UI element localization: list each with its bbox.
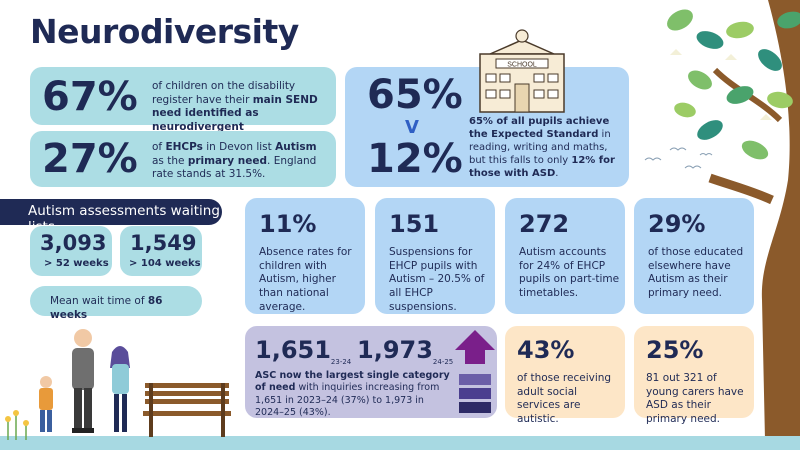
elsewhere-card: 29% of those educated elsewhere have Aut… — [634, 198, 754, 314]
expected-asd-value: 12% — [367, 136, 463, 182]
expected-text: 65% of all pupils achieve the Expected S… — [469, 116, 615, 179]
ehcp-stat-value: 27% — [42, 136, 138, 182]
expected-all-value: 65% — [367, 72, 463, 118]
send-stat-value: 67% — [42, 74, 138, 120]
adult-services-card: 43% of those receiving adult social serv… — [505, 326, 625, 425]
waiting-104-label: > 104 weeks — [129, 258, 201, 269]
mean-wait-text: Mean wait time of 86 weeks — [50, 295, 163, 321]
flowers-illustration — [5, 410, 29, 440]
young-carers-card: 25% 81 out 321 of young carers have ASD … — [634, 326, 754, 425]
elsewhere-value: 29% — [648, 210, 706, 238]
send-stat-card: 67% of children on the disability regist… — [30, 67, 336, 133]
increase-arrow-icon — [455, 330, 495, 413]
absence-value: 11% — [259, 210, 317, 238]
absence-text: Absence rates for children with Autism, … — [259, 246, 352, 313]
waiting-52-label: > 52 weeks — [44, 258, 109, 269]
page-title: Neurodiversity — [30, 12, 299, 51]
send-stat-text: of children on the disability register h… — [152, 80, 318, 133]
waiting-104-card: 1,549 > 104 weeks — [120, 226, 202, 276]
suspensions-value: 151 — [389, 210, 440, 238]
part-time-text: Autism accounts for 24% of EHCP pupils o… — [519, 246, 620, 299]
asc-value-2425: 1,97324-25 — [357, 336, 454, 366]
suspensions-card: 151 Suspensions for EHCP pupils with Aut… — [375, 198, 495, 314]
ehcp-stat-card: 27% of EHCPs in Devon list Autism as the… — [30, 131, 336, 187]
asc-card: 1,65123-24 1,97324-25 ASC now the larges… — [245, 326, 497, 418]
part-time-card: 272 Autism accounts for 24% of EHCP pupi… — [505, 198, 625, 314]
asc-value-2324: 1,65123-24 — [255, 336, 352, 366]
tree-illustration — [667, 0, 800, 440]
bench-illustration — [143, 383, 231, 437]
birds-illustration — [644, 147, 713, 169]
waiting-list-banner: Autism assessments waiting lists — [0, 199, 222, 235]
part-time-value: 272 — [519, 210, 570, 238]
waiting-52-card: 3,093 > 52 weeks — [30, 226, 112, 276]
young-carers-value: 25% — [646, 336, 704, 364]
family-illustration — [39, 329, 130, 433]
ground-strip — [0, 436, 800, 450]
school-sign: SCHOOL — [507, 62, 537, 69]
absence-card: 11% Absence rates for children with Auti… — [245, 198, 365, 314]
elsewhere-text: of those educated elsewhere have Autism … — [648, 246, 744, 299]
waiting-104-value: 1,549 — [130, 231, 197, 255]
asc-text: ASC now the largest single category of n… — [255, 370, 450, 419]
young-carers-text: 81 out 321 of young carers have ASD as t… — [646, 372, 744, 425]
versus-label: V — [405, 117, 419, 138]
suspensions-text: Suspensions for EHCP pupils with Autism … — [389, 246, 485, 313]
mean-wait-card: Mean wait time of 86 weeks — [30, 286, 202, 321]
adult-services-value: 43% — [517, 336, 575, 364]
school-illustration: SCHOOL — [479, 29, 565, 113]
ehcp-stat-text: of EHCPs in Devon list Autism as the pri… — [152, 141, 317, 181]
adult-services-text: of those receiving adult social services… — [517, 372, 612, 425]
waiting-52-value: 3,093 — [40, 231, 107, 255]
